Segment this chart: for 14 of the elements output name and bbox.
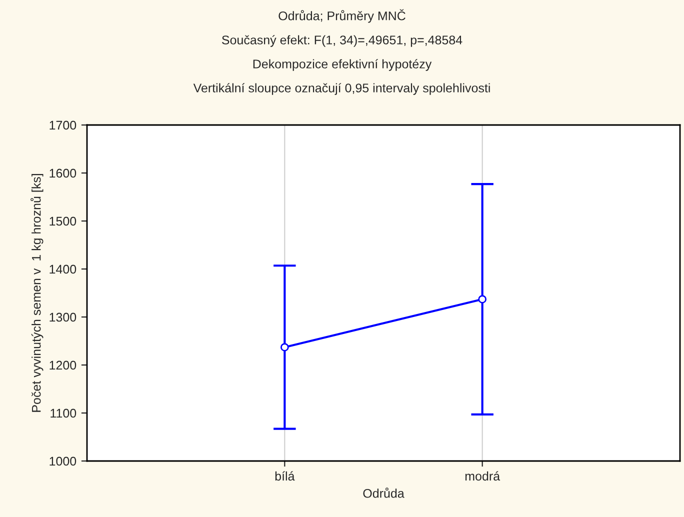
x-tick-label: modrá	[465, 471, 500, 481]
chart-title: Odrůda; Průměry MNČ	[278, 9, 406, 23]
y-tick-label: 1500	[50, 216, 76, 226]
y-tick-label: 1600	[50, 168, 76, 178]
y-tick-label: 1000	[50, 456, 76, 466]
y-tick-label: 1300	[50, 312, 76, 322]
y-axis-title: Počet vyvinutých semen v 1 kg hroznů [ks]	[30, 174, 44, 412]
y-tick-label: 1400	[50, 264, 76, 274]
chart-subtitle: Současný efekt: F(1, 34)=,49651, p=,48584 Dekompozice efektivní hypotézy Vertikální sloupce označují 0,95 intervaly spolehlivosti	[193, 35, 490, 95]
y-tick-label: 1700	[50, 120, 76, 130]
y-tick-label: 1200	[50, 360, 76, 370]
y-tick-label: 1100	[50, 408, 76, 418]
x-axis-title: Odrůda	[363, 488, 404, 498]
x-tick-label: bílá	[275, 471, 295, 481]
